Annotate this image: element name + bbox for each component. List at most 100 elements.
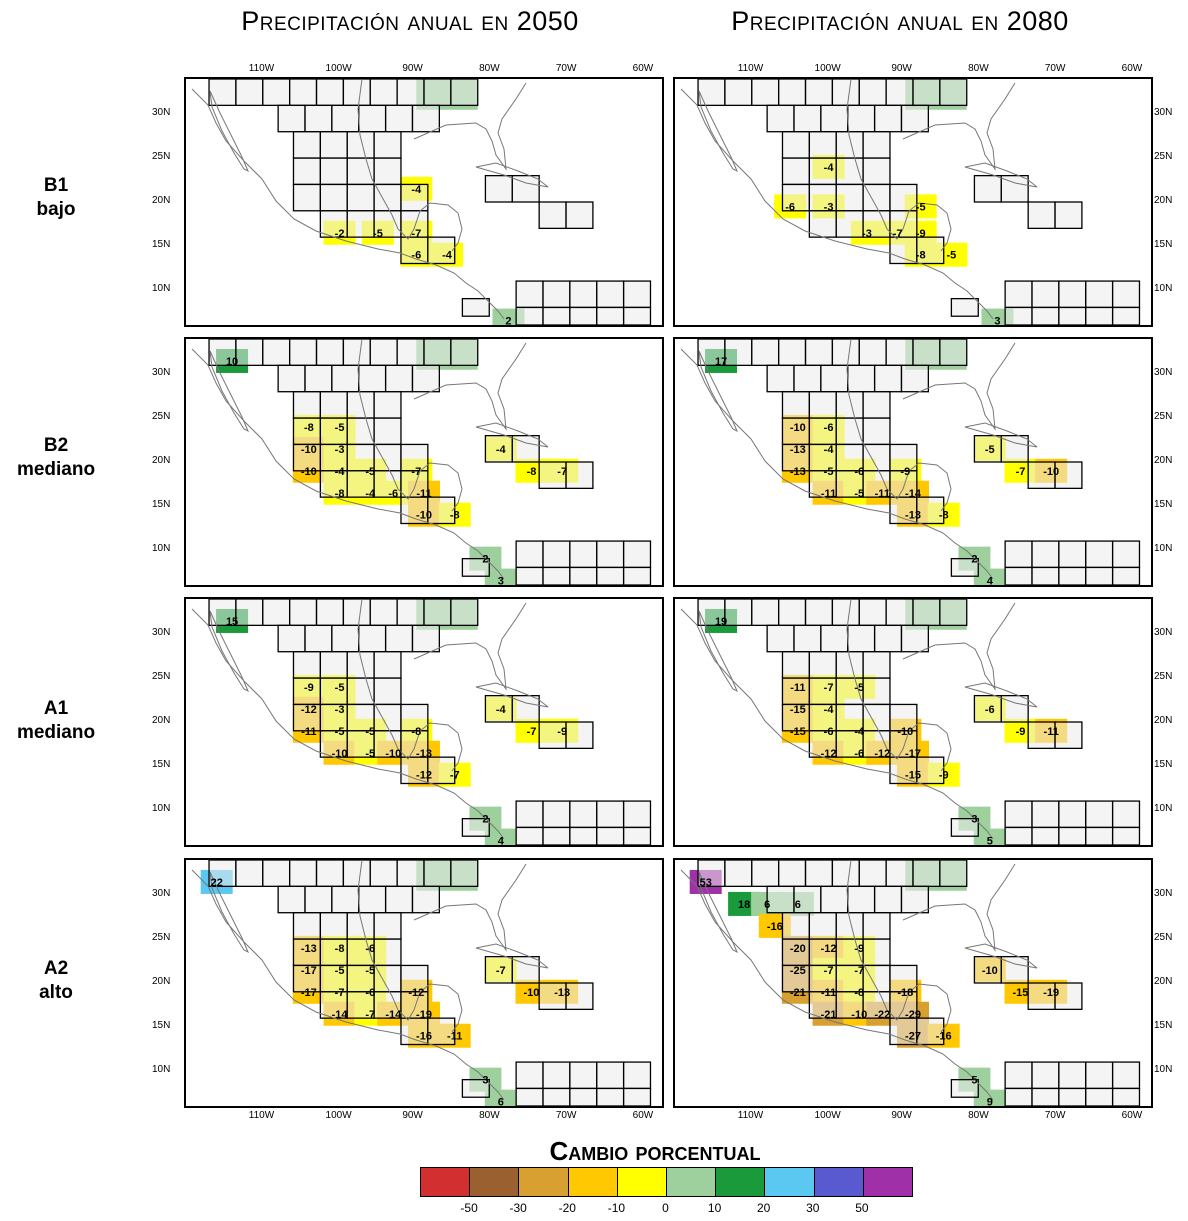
cell-value-label: -17 bbox=[905, 748, 921, 760]
axis-tick-label: 25N bbox=[1154, 151, 1173, 163]
coastline bbox=[413, 342, 527, 431]
grid-cell bbox=[973, 694, 1002, 723]
grid-cell bbox=[373, 651, 402, 679]
grid-cell bbox=[777, 860, 807, 888]
grid-cell bbox=[889, 703, 918, 732]
cell-value-label: -7 bbox=[824, 682, 834, 694]
grid-cell bbox=[793, 104, 822, 133]
axis-tick-label: 15N bbox=[1154, 498, 1173, 510]
grid-cell bbox=[1027, 982, 1056, 1011]
map-svg: 19 -11 -7 -5 -15 -4 -15 -6 -4 -10 -12 -6 -12 -17 -15 -9… bbox=[680, 599, 1141, 845]
axis-tick-label: 80W bbox=[479, 63, 500, 74]
cell-value-label: -13 bbox=[416, 748, 432, 760]
grid-cell bbox=[1058, 800, 1087, 829]
cell-value-label: -15 bbox=[790, 726, 806, 738]
cell-value-label: -17 bbox=[301, 987, 317, 999]
axis-tick-label: 10N bbox=[1154, 802, 1173, 814]
grid-cell bbox=[277, 104, 306, 133]
grid-cell bbox=[208, 79, 237, 107]
grid-cell bbox=[515, 826, 544, 845]
cell-value-label: -7 bbox=[496, 965, 506, 977]
grid-cell bbox=[862, 677, 891, 706]
grid-cell bbox=[835, 183, 864, 212]
axis-tick-label: 10N bbox=[152, 1063, 171, 1075]
grid-cell bbox=[400, 756, 429, 785]
cell-value-label: 53 bbox=[700, 877, 712, 889]
axis-tick-label: 70W bbox=[1044, 1110, 1066, 1121]
axis-tick-label: 20N bbox=[152, 976, 171, 987]
grid-cell bbox=[781, 703, 811, 732]
cell-value-label: -5 bbox=[335, 965, 345, 977]
grid-cell bbox=[1027, 721, 1056, 750]
grid-cell bbox=[538, 461, 567, 490]
cell-value-label: -6 bbox=[985, 704, 995, 716]
axis-tick-label: 30N bbox=[152, 107, 171, 119]
change-shade bbox=[484, 568, 517, 585]
cell-value-label: -5 bbox=[335, 682, 345, 694]
grid-cell bbox=[427, 1017, 456, 1046]
grid-cell bbox=[596, 306, 625, 325]
map-panel: 10 -8 -5 -10 -3 -10 -4 -5 -7 -8 -4 -6 -11 -10 -8 -4 -8 -7… bbox=[184, 337, 664, 587]
grid-cell bbox=[793, 624, 822, 653]
map-panel: 15 -9 -5 -12 -3 -11 -5 -5 -8 -10 -5 -10 -13 -12 -7 -4 -7… bbox=[184, 597, 664, 847]
grid-cell bbox=[515, 306, 544, 325]
cell-value-label: -7 bbox=[411, 466, 421, 478]
grid-cell bbox=[781, 964, 811, 993]
grid-cell bbox=[622, 306, 652, 325]
axis-tick-label: 10N bbox=[1154, 1063, 1173, 1075]
column-title-2080: Precipitación anual en 2080 bbox=[731, 6, 1069, 36]
grid-cell bbox=[916, 236, 945, 265]
grid-cell bbox=[319, 417, 348, 446]
cell-value-label: -8 bbox=[335, 488, 345, 500]
cell-value-label: 5 bbox=[987, 836, 993, 845]
grid-cell bbox=[319, 391, 348, 419]
grid-cell bbox=[346, 183, 375, 212]
legend-tick-label: 50 bbox=[855, 1201, 869, 1215]
cell-value-label: 6 bbox=[795, 899, 801, 911]
cell-value-label: -14 bbox=[332, 1009, 349, 1021]
cell-value-label: -7 bbox=[335, 987, 345, 999]
grid-cell bbox=[319, 703, 348, 732]
cell-value-label: -3 bbox=[824, 201, 834, 213]
grid-cell bbox=[1031, 826, 1060, 845]
cell-value-label: -12 bbox=[821, 748, 837, 760]
cell-value-label: -4 bbox=[335, 466, 346, 478]
grid-cell bbox=[804, 79, 834, 107]
grid-cell bbox=[569, 826, 598, 845]
map-panel: 17 -10 -6 -13 -4 -13 -5 -6 -9 -11 -5 -11 -14 -13 -8 -5 -… bbox=[673, 337, 1153, 587]
coastline bbox=[209, 90, 249, 173]
axis-tick-label: 25N bbox=[152, 151, 171, 163]
grid-cell bbox=[1111, 540, 1141, 569]
axis-tick-label: 60W bbox=[632, 63, 654, 74]
cell-value-label: -9 bbox=[557, 726, 567, 738]
cell-value-label: -29 bbox=[905, 1009, 921, 1021]
cell-value-label: -9 bbox=[900, 466, 910, 478]
axis-tick-label: 30N bbox=[152, 888, 171, 900]
axis-tick-label: 25N bbox=[1154, 932, 1173, 944]
grid-cell bbox=[808, 964, 837, 993]
cell-value-label: -7 bbox=[1016, 466, 1026, 478]
grid-cell bbox=[277, 885, 306, 914]
grid-cell bbox=[319, 912, 348, 940]
grid-cell bbox=[1054, 461, 1083, 490]
axis-tick-label: 15N bbox=[152, 758, 171, 770]
cell-value-label: 4 bbox=[987, 576, 994, 585]
legend-tick-label: 10 bbox=[707, 1201, 722, 1215]
grid-cell bbox=[1004, 826, 1033, 845]
grid-cell bbox=[358, 624, 387, 653]
grid-cell bbox=[400, 1017, 429, 1046]
grid-cell bbox=[346, 210, 375, 238]
grid-cell bbox=[262, 599, 291, 627]
axis-tick-label: 100W bbox=[325, 63, 352, 74]
coastline bbox=[357, 599, 463, 772]
island-outline bbox=[964, 682, 1038, 708]
cell-value-label: -8 bbox=[450, 510, 460, 522]
grid-cell bbox=[315, 79, 345, 107]
grid-cell bbox=[950, 557, 979, 577]
cell-value-label: -4 bbox=[496, 704, 507, 716]
grid-cell bbox=[369, 339, 398, 367]
cell-value-label: -7 bbox=[450, 770, 460, 782]
grid-cell bbox=[304, 885, 333, 914]
cell-value-label: -10 bbox=[416, 510, 432, 522]
grid-cell bbox=[1004, 540, 1033, 569]
